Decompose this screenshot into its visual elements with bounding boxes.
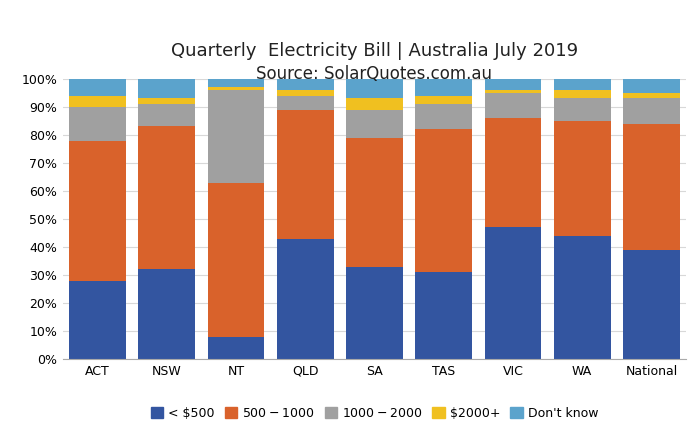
Bar <box>277 90 334 95</box>
Bar <box>554 236 610 359</box>
Bar <box>346 110 403 138</box>
Bar <box>623 124 680 250</box>
Bar <box>69 95 126 107</box>
Bar <box>208 183 265 337</box>
Bar <box>277 110 334 239</box>
Bar <box>277 239 334 359</box>
Bar <box>554 121 610 236</box>
Bar <box>277 95 334 110</box>
Bar <box>623 79 680 93</box>
Bar <box>69 141 126 281</box>
Bar <box>69 107 126 141</box>
Bar <box>554 90 610 99</box>
Bar <box>208 79 265 87</box>
Bar <box>208 90 265 183</box>
Bar <box>346 99 403 110</box>
Bar <box>346 79 403 99</box>
Bar <box>554 99 610 121</box>
Bar <box>415 79 472 95</box>
Bar <box>346 267 403 359</box>
Bar <box>484 90 541 93</box>
Bar <box>415 104 472 129</box>
Bar <box>346 138 403 267</box>
Bar <box>139 79 195 99</box>
Legend: < $500, $500 - $1000, $1000- $2000, $2000+, Don't know: < $500, $500 - $1000, $1000- $2000, $200… <box>146 402 603 425</box>
Bar <box>415 129 472 272</box>
Text: Source: SolarQuotes.com.au: Source: SolarQuotes.com.au <box>256 65 493 83</box>
Bar <box>277 79 334 90</box>
Text: Quarterly  Electricity Bill | Australia July 2019: Quarterly Electricity Bill | Australia J… <box>171 42 578 60</box>
Bar <box>69 281 126 359</box>
Bar <box>139 269 195 359</box>
Bar <box>139 99 195 104</box>
Bar <box>69 79 126 95</box>
Bar <box>415 272 472 359</box>
Bar <box>139 104 195 127</box>
Bar <box>415 95 472 104</box>
Bar <box>484 79 541 90</box>
Bar <box>208 337 265 359</box>
Bar <box>484 93 541 118</box>
Bar <box>623 99 680 124</box>
Bar <box>554 79 610 90</box>
Bar <box>623 93 680 99</box>
Bar <box>208 87 265 90</box>
Bar <box>139 127 195 269</box>
Bar <box>484 227 541 359</box>
Bar <box>623 250 680 359</box>
Bar <box>484 118 541 227</box>
